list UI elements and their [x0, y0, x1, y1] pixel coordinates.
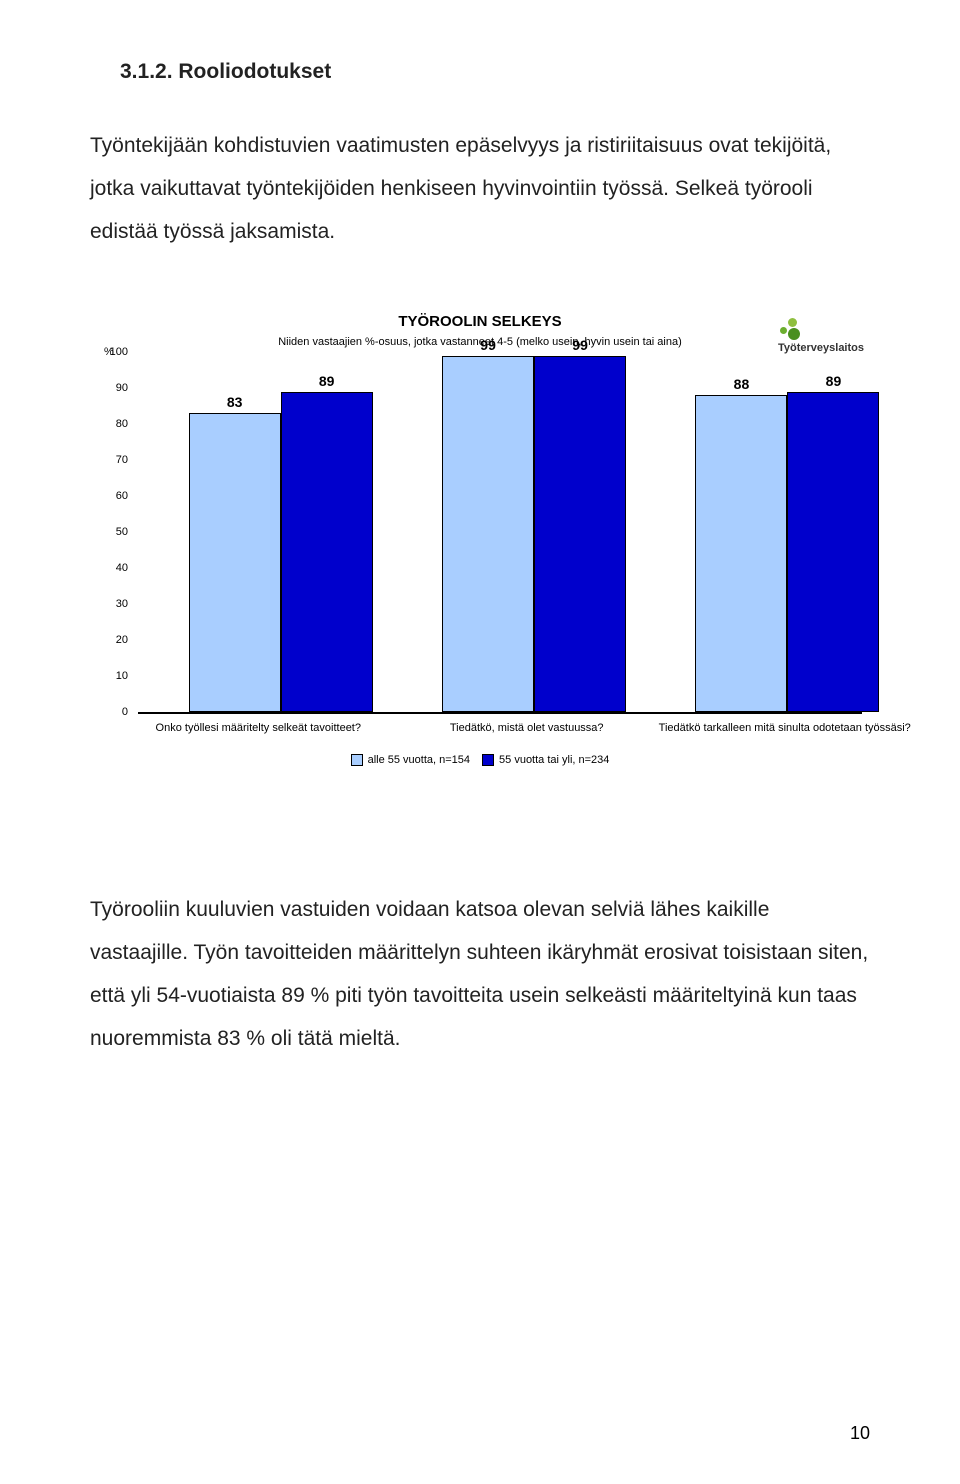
y-tick: 10 — [102, 670, 128, 682]
logo-text: Työterveyslaitos — [778, 342, 864, 354]
bar: 89 — [787, 392, 879, 712]
bar-value-label: 88 — [696, 376, 786, 392]
y-tick: 30 — [102, 598, 128, 610]
y-tick: 40 — [102, 562, 128, 574]
logo-icon — [780, 318, 802, 340]
y-tick: 80 — [102, 418, 128, 430]
bar: 99 — [442, 356, 534, 712]
bar: 83 — [189, 413, 281, 712]
legend-item: alle 55 vuotta, n=154 — [351, 754, 470, 766]
y-tick: 90 — [102, 382, 128, 394]
bar-value-label: 83 — [190, 394, 280, 410]
y-tick: 70 — [102, 454, 128, 466]
page-number: 10 — [850, 1423, 870, 1444]
bar-group: 8889Tiedätkö tarkalleen mitä sinulta odo… — [695, 392, 879, 712]
chart-container: Työterveyslaitos TYÖROOLIN SELKEYS Niide… — [90, 313, 870, 803]
legend-label: 55 vuotta tai yli, n=234 — [499, 754, 609, 766]
y-tick: 0 — [102, 706, 128, 718]
conclusion-paragraph: Työrooliin kuuluvien vastuiden voidaan k… — [90, 888, 870, 1060]
bar-group: 8389Onko työllesi määritelty selkeät tav… — [189, 392, 373, 712]
y-tick: 100 — [102, 346, 128, 358]
logo: Työterveyslaitos — [778, 318, 864, 354]
bar-value-label: 89 — [282, 373, 372, 389]
x-category-label: Tiedätkö, mistä olet vastuussa? — [435, 722, 619, 734]
chart-legend: alle 55 vuotta, n=154 55 vuotta tai yli, … — [90, 754, 870, 769]
y-tick: 20 — [102, 634, 128, 646]
intro-paragraph: Työntekijään kohdistuvien vaatimusten ep… — [90, 124, 870, 253]
x-category-label: Onko työllesi määritelty selkeät tavoitt… — [156, 722, 340, 734]
x-category-label: Tiedätkö tarkalleen mitä sinulta odoteta… — [659, 722, 843, 734]
chart-title: TYÖROOLIN SELKEYS — [90, 313, 870, 330]
section-title: 3.1.2. Rooliodotukset — [120, 60, 870, 84]
legend-swatch — [482, 754, 494, 766]
y-tick: 60 — [102, 490, 128, 502]
bar-value-label: 99 — [535, 337, 625, 353]
bar-value-label: 99 — [443, 337, 533, 353]
chart-plot: % 01020304050607080901008389Onko työlles… — [138, 354, 862, 714]
y-tick: 50 — [102, 526, 128, 538]
legend-item: 55 vuotta tai yli, n=234 — [482, 754, 609, 766]
legend-label: alle 55 vuotta, n=154 — [368, 754, 470, 766]
legend-swatch — [351, 754, 363, 766]
bar: 88 — [695, 395, 787, 712]
bar: 99 — [534, 356, 626, 712]
bar-group: 9999Tiedätkö, mistä olet vastuussa? — [442, 356, 626, 712]
bar: 89 — [281, 392, 373, 712]
bar-value-label: 89 — [788, 373, 878, 389]
